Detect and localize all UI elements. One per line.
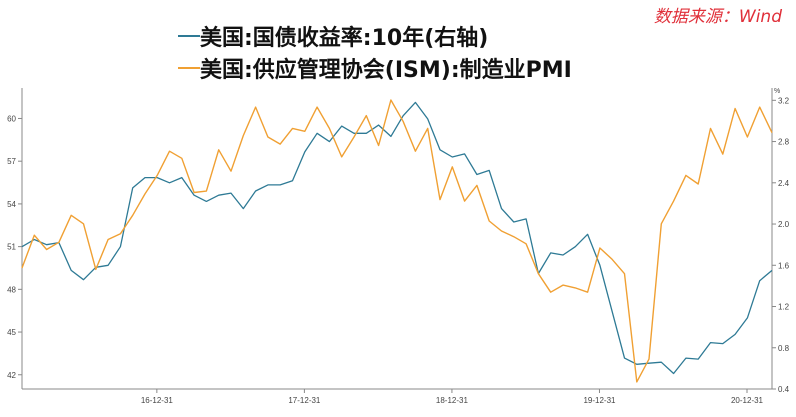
right-axis-tick-label: 2.4 (778, 179, 790, 188)
left-axis-tick-label: 42 (7, 371, 16, 380)
x-axis-tick-label: 16-12-31 (141, 396, 174, 405)
right-axis-tick-label: 0.4 (778, 385, 790, 394)
left-axis-tick-label: 57 (7, 157, 16, 166)
right-axis-tick-label: 0.8 (778, 344, 790, 353)
x-axis-tick-label: 17-12-31 (288, 396, 321, 405)
x-axis-tick-label: 18-12-31 (436, 396, 469, 405)
x-axis-tick-label: 20-12-31 (731, 396, 764, 405)
right-axis-unit: % (774, 88, 780, 95)
left-axis-tick-label: 45 (7, 328, 16, 337)
chart-legend: 美国:国债收益率:10年(右轴) 美国:供应管理协会(ISM):制造业PMI (178, 20, 572, 84)
left-axis-tick-label: 51 (7, 243, 16, 252)
legend-label-yield: 美国:国债收益率:10年(右轴) (200, 26, 489, 51)
left-axis-tick-label: 48 (7, 285, 16, 294)
series-line-pmi (21, 99, 773, 383)
data-source-label: 数据来源：Wind (653, 7, 782, 27)
right-axis-tick-label: 1.6 (778, 261, 790, 270)
left-axis-tick-label: 54 (7, 200, 16, 209)
legend-swatch-pmi (178, 67, 200, 69)
right-axis-tick-label: 3.2 (778, 96, 790, 105)
legend-item-yield: 美国:国债收益率:10年(右轴) (178, 20, 572, 52)
legend-swatch-yield (178, 35, 200, 37)
right-axis-tick-label: 2.8 (778, 138, 790, 147)
right-axis-tick-label: 1.2 (778, 303, 790, 312)
x-axis-tick-label: 19-12-31 (583, 396, 616, 405)
right-axis-tick-label: 2.0 (778, 220, 790, 229)
left-axis-tick-label: 60 (7, 114, 16, 123)
legend-label-pmi: 美国:供应管理协会(ISM):制造业PMI (200, 58, 572, 83)
legend-item-pmi: 美国:供应管理协会(ISM):制造业PMI (178, 52, 572, 84)
